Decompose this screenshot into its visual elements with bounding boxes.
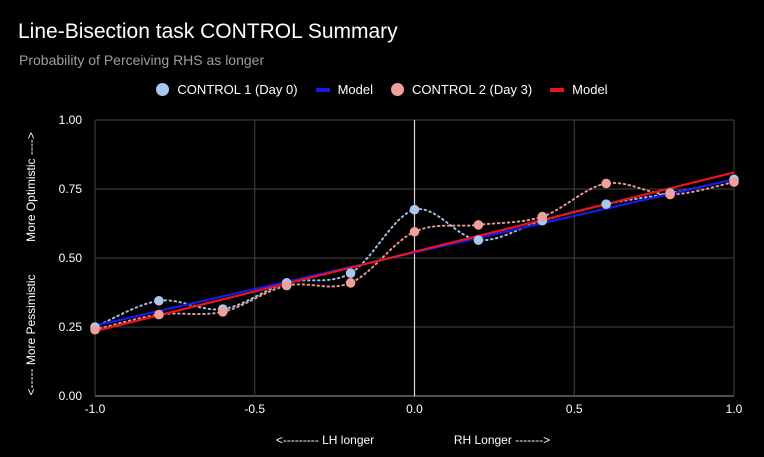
legend-label-control1: CONTROL 1 (Day 0) bbox=[177, 82, 298, 97]
data-point-series0 bbox=[473, 235, 484, 245]
legend-label-model-blue: Model bbox=[337, 82, 373, 97]
legend-swatch-control1 bbox=[156, 83, 170, 96]
x-tick-label: -0.5 bbox=[244, 402, 265, 416]
data-point-series2 bbox=[90, 324, 100, 335]
x-tick-label: 1.0 bbox=[726, 402, 743, 416]
legend-swatch-model-red bbox=[550, 87, 565, 92]
chart-subtitle: Probability of Perceiving RHS as longer bbox=[19, 52, 265, 68]
series-layer bbox=[90, 171, 739, 335]
legend-swatch-control2 bbox=[391, 83, 404, 96]
x-axis-label-left: <--------- LH longer bbox=[276, 433, 374, 447]
y-tick-label: 0.25 bbox=[59, 320, 83, 334]
y-tick-label: 0.50 bbox=[59, 251, 83, 265]
data-point-series2 bbox=[154, 309, 164, 320]
legend-item-model-red[interactable]: Model bbox=[550, 82, 608, 97]
data-point-series2 bbox=[729, 177, 739, 187]
legend: CONTROL 1 (Day 0) Model CONTROL 2 (Day 3… bbox=[0, 82, 764, 97]
legend-label-control2: CONTROL 2 (Day 3) bbox=[412, 82, 533, 97]
legend-item-control2[interactable]: CONTROL 2 (Day 3) bbox=[391, 82, 532, 97]
model-line-3 bbox=[94, 171, 735, 333]
data-point-series2 bbox=[601, 178, 611, 189]
chart-title: Line-Bisection task CONTROL Summary bbox=[18, 20, 398, 43]
data-point-series2 bbox=[218, 307, 228, 317]
tick-labels: 0.00 0.25 0.50 0.75 1.00 -1.0 -0.5 0.0 0.5 1.0 bbox=[59, 113, 743, 416]
x-tick-label: -1.0 bbox=[85, 402, 106, 416]
data-point-series0 bbox=[154, 295, 164, 306]
x-axis-label-right: RH Longer -------> bbox=[454, 433, 550, 447]
data-point-series0 bbox=[345, 268, 356, 278]
x-tick-label: 0.5 bbox=[566, 402, 583, 416]
data-point-series2 bbox=[665, 189, 675, 200]
y-tick-label: 1.00 bbox=[59, 113, 83, 127]
x-tick-label: 0.0 bbox=[406, 402, 423, 416]
data-point-series2 bbox=[473, 220, 484, 230]
legend-item-control1[interactable]: CONTROL 1 (Day 0) bbox=[156, 82, 298, 97]
y-axis-label-bottom: <----- More Pessimistic bbox=[24, 274, 38, 395]
legend-swatch-model-blue bbox=[315, 87, 330, 92]
y-tick-label: 0.00 bbox=[59, 389, 83, 403]
y-tick-label: 0.75 bbox=[59, 182, 83, 196]
data-point-series2 bbox=[537, 211, 548, 222]
data-point-series2 bbox=[281, 280, 292, 291]
data-point-series0 bbox=[601, 199, 611, 209]
data-point-series2 bbox=[409, 226, 420, 237]
data-point-series0 bbox=[409, 204, 420, 215]
legend-item-model-blue[interactable]: Model bbox=[315, 82, 373, 97]
data-point-series2 bbox=[345, 278, 356, 288]
legend-label-model-red: Model bbox=[572, 82, 608, 97]
y-axis-label-top: More Optimistic ----> bbox=[24, 132, 38, 242]
